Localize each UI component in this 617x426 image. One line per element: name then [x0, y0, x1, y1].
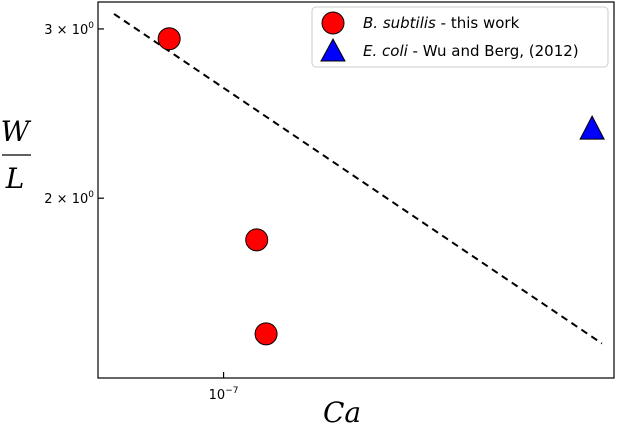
legend-label-bsubtilis: B. subtilis - this work — [363, 14, 520, 32]
legend-label-bsubtilis-source: - this work — [436, 14, 520, 32]
y-axis-label-denominator: L — [5, 162, 25, 195]
legend-marker-bsubtilis — [321, 11, 345, 35]
legend-box — [311, 6, 609, 68]
plot-frame — [97, 1, 615, 379]
y-tick-label-1: 2 × 100 — [44, 190, 94, 207]
bsubtilis-point-3 — [254, 322, 278, 346]
legend: B. subtilis - this work E. coli - Wu and… — [311, 6, 609, 68]
ecoli-point-1 — [579, 115, 605, 140]
legend-label-ecoli: E. coli - Wu and Berg, (2012) — [363, 42, 579, 60]
x-axis-label: Ca — [323, 396, 361, 426]
legend-marker-ecoli — [320, 37, 346, 62]
axis-ticks: 2 × 100 3 × 100 10−7 — [44, 21, 238, 403]
data-points — [157, 27, 605, 346]
legend-label-ecoli-species: E. coli — [363, 42, 409, 60]
legend-label-bsubtilis-species: B. subtilis — [363, 14, 436, 32]
bsubtilis-point-2 — [245, 228, 269, 252]
legend-label-ecoli-source: - Wu and Berg, (2012) — [408, 42, 579, 60]
fit-line — [113, 13, 603, 345]
y-axis-label-numerator: W — [1, 115, 32, 148]
x-tick-label-1: 10−7 — [209, 386, 239, 403]
y-tick-label-2: 3 × 100 — [44, 21, 94, 38]
fit-line-group — [113, 13, 603, 345]
bsubtilis-point-1 — [157, 27, 181, 51]
